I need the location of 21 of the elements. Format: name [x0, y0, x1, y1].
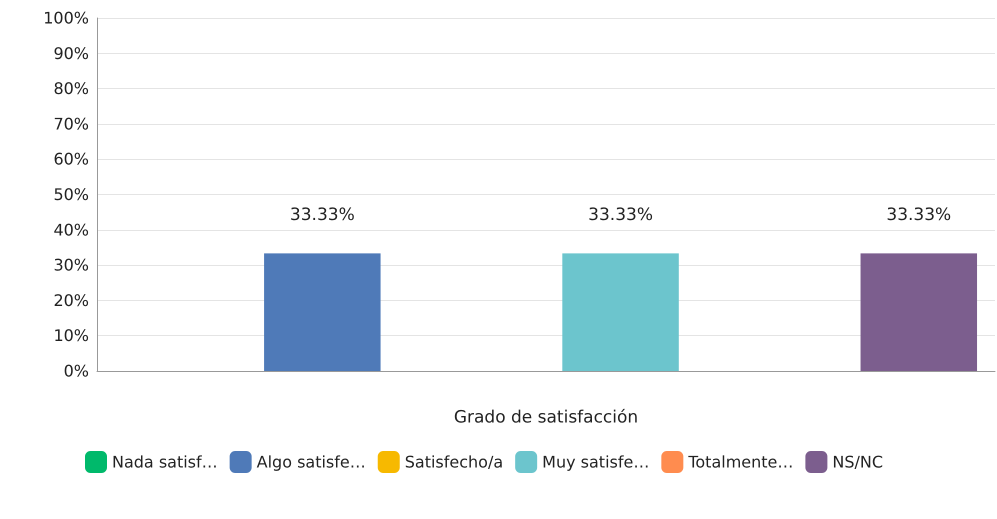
y-tick-label: 100%: [43, 8, 89, 28]
y-tick-label: 30%: [53, 256, 89, 275]
y-tick-label: 0%: [64, 362, 89, 380]
legend-label: Nada satisf…: [112, 452, 218, 472]
data-label: 33.33%: [588, 204, 653, 225]
legend-label: Muy satisfe…: [542, 452, 650, 472]
y-tick-label: 40%: [53, 220, 89, 240]
y-tick-label: 10%: [53, 326, 89, 346]
y-tick-label: 80%: [53, 79, 89, 98]
legend-label: Satisfecho/a: [404, 452, 504, 472]
y-tick-label: 70%: [53, 114, 89, 134]
legend-label: Totalmente…: [687, 452, 794, 472]
x-axis-title: Grado de satisfacción: [454, 408, 638, 428]
y-tick-label: 20%: [53, 290, 89, 310]
y-tick-label: 50%: [53, 185, 89, 204]
legend-label: Algo satisfe…: [256, 452, 366, 472]
y-tick-label: 90%: [53, 44, 89, 63]
y-tick-label: 60%: [53, 150, 89, 169]
data-label: 33.33%: [886, 204, 952, 225]
data-label: 33.33%: [290, 204, 355, 225]
legend-label: NS/NC: [832, 452, 884, 472]
